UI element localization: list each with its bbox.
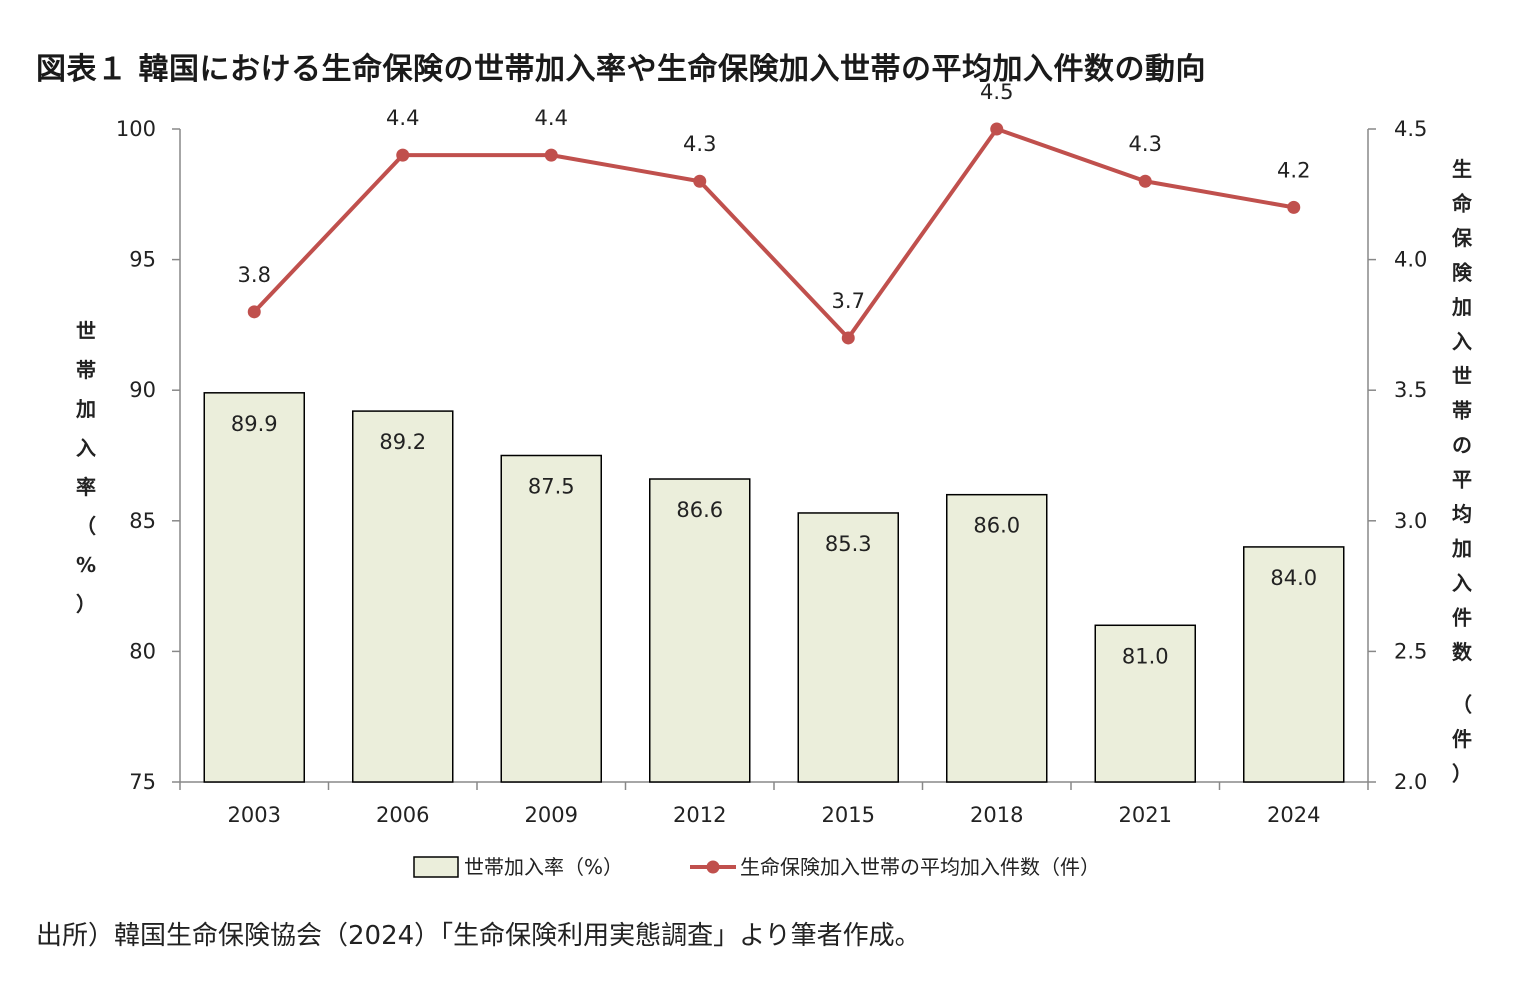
y-right-title-char: 数 — [1452, 640, 1473, 664]
bar — [500, 454, 602, 783]
line-data-label: 4.4 — [386, 106, 419, 130]
x-tick-label: 2009 — [525, 803, 578, 827]
y-right-title-char: 件 — [1452, 727, 1472, 751]
x-tick-label: 2021 — [1119, 803, 1172, 827]
bar-data-label: 89.9 — [231, 412, 278, 436]
x-tick-label: 2006 — [376, 803, 429, 827]
y-left-title-char: % — [76, 553, 96, 577]
bar-data-labels: 89.9 89.2 87.5 86.6 85.3 86.0 81.0 84.0 — [231, 412, 1317, 668]
y-left-title-char: 率 — [76, 475, 96, 499]
x-tick-label: 2018 — [970, 803, 1023, 827]
line-data-label: 4.5 — [980, 80, 1013, 104]
y-right-title-char: 保 — [1451, 226, 1473, 250]
y-right-title-char: ） — [1452, 762, 1472, 786]
line-data-label: 4.2 — [1277, 158, 1310, 182]
line-point — [1138, 174, 1152, 188]
bar — [1094, 624, 1196, 783]
y-right-tick-label: 4.0 — [1394, 248, 1427, 272]
line-series — [247, 122, 1301, 345]
x-tick-label: 2003 — [228, 803, 281, 827]
y-right-title-char: 入 — [1452, 571, 1472, 595]
y-left-title-char: 世 — [76, 319, 96, 343]
legend-line-label: 生命保険加入世帯の平均加入件数（件） — [740, 855, 1100, 879]
x-tick-label: 2024 — [1267, 803, 1320, 827]
line-data-label: 3.7 — [832, 289, 865, 313]
y-left-tick-label: 85 — [129, 509, 156, 533]
y-left-tick-label: 90 — [129, 378, 156, 402]
bar — [649, 478, 751, 783]
y-right-title-char: 件 — [1452, 606, 1472, 630]
y-right-title-char: の — [1452, 433, 1472, 457]
bar-data-label: 89.2 — [379, 430, 426, 454]
y-left-title-char: （ — [76, 514, 96, 538]
line-data-label: 4.3 — [683, 132, 716, 156]
line-point — [544, 148, 558, 162]
tick-labels: 75 80 85 90 95 100 2.0 2.5 3.0 3.5 4.0 4.5 2003 2006 2… — [116, 117, 1428, 827]
line-data-labels: 3.8 4.4 4.4 4.3 3.7 4.5 4.3 4.2 — [238, 80, 1311, 313]
axis-titles: 世帯加入率（%）生命保険加入世帯の平均加入件数（件） — [75, 157, 1473, 786]
y-left-tick-label: 75 — [129, 770, 156, 794]
legend-line-marker — [706, 860, 720, 874]
bar-data-label: 81.0 — [1122, 644, 1169, 668]
bar — [797, 512, 899, 783]
y-right-title-char: 険 — [1452, 261, 1473, 285]
chart-title: 図表１ 韓国における生命保険の世帯加入率や生命保険加入世帯の平均加入件数の動向 — [36, 52, 1206, 87]
line-point — [841, 331, 855, 345]
bar — [203, 392, 305, 783]
y-left-title-char: 加 — [75, 397, 96, 421]
y-left-title-char: ） — [76, 592, 96, 616]
line-point — [247, 305, 261, 319]
line-data-label: 4.4 — [535, 106, 568, 130]
line-point — [1287, 200, 1301, 214]
legend: 世帯加入率（%） 生命保険加入世帯の平均加入件数（件） — [413, 855, 1100, 879]
line-path — [252, 127, 1295, 340]
bar-data-label: 84.0 — [1270, 566, 1317, 590]
line-point — [990, 122, 1004, 136]
x-tick-label: 2015 — [822, 803, 875, 827]
legend-bar-swatch — [413, 856, 459, 878]
y-left-title-char: 入 — [76, 436, 96, 460]
line-data-label: 4.3 — [1129, 132, 1162, 156]
bar — [352, 410, 454, 783]
y-left-tick-label: 95 — [129, 248, 156, 272]
y-right-tick-label: 3.5 — [1394, 378, 1427, 402]
bar — [946, 493, 1048, 783]
y-left-tick-label: 100 — [116, 117, 156, 141]
y-right-tick-label: 2.0 — [1394, 770, 1427, 794]
line-point — [693, 174, 707, 188]
y-right-title-char: （ — [1452, 693, 1472, 717]
y-right-tick-label: 2.5 — [1394, 639, 1427, 663]
bar — [1243, 546, 1345, 783]
bar-series — [203, 392, 1345, 783]
y-right-title-char: 帯 — [1452, 399, 1472, 423]
y-right-title-char: 世 — [1452, 364, 1472, 388]
y-left-title-char: 帯 — [76, 358, 96, 382]
bar-data-label: 86.6 — [676, 498, 723, 522]
y-right-title-char: 加 — [1451, 537, 1472, 561]
source-note: 出所）韓国生命保険協会（2024）「生命保険利用実態調査」より筆者作成。 — [36, 921, 921, 951]
bar-data-label: 86.0 — [973, 514, 1020, 538]
legend-bar-label: 世帯加入率（%） — [464, 855, 623, 879]
y-right-title-char: 入 — [1452, 330, 1472, 354]
x-tick-label: 2012 — [673, 803, 726, 827]
y-left-tick-label: 80 — [129, 639, 156, 663]
y-right-title-char: 平 — [1452, 468, 1472, 492]
y-right-tick-label: 3.0 — [1394, 509, 1427, 533]
y-right-title-char: 均 — [1452, 502, 1472, 526]
bar-data-label: 87.5 — [528, 475, 575, 499]
y-right-title-char: 命 — [1452, 192, 1473, 216]
y-right-title-char: 生 — [1452, 157, 1472, 181]
line-data-label: 3.8 — [238, 263, 271, 287]
y-right-tick-label: 4.5 — [1394, 117, 1427, 141]
line-point — [396, 148, 410, 162]
bar-data-label: 85.3 — [825, 532, 872, 556]
y-right-title-char: 加 — [1451, 295, 1472, 319]
